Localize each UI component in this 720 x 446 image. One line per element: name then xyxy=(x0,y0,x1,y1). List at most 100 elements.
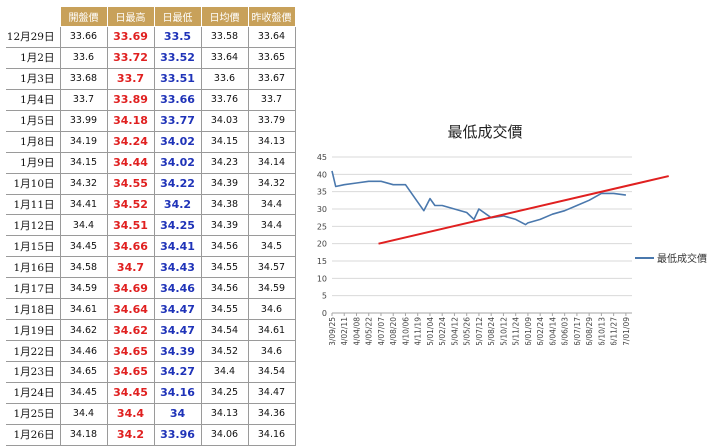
cell-prev-close: 34.13 xyxy=(247,130,296,153)
cell-prev-close: 34.5 xyxy=(247,235,296,258)
table-row: 1月5日 33.99 34.18 33.77 34.03 33.79 xyxy=(6,109,296,132)
table-row: 1月16日 34.58 34.7 34.43 34.55 34.57 xyxy=(6,256,296,279)
cell-avg: 34.56 xyxy=(200,277,249,300)
cell-avg: 34.56 xyxy=(200,235,249,258)
x-tick-label: 107/01/09 xyxy=(622,317,631,345)
cell-avg: 34.06 xyxy=(200,423,249,446)
cell-avg: 34.03 xyxy=(200,109,249,132)
x-tick-label: 105/04/12 xyxy=(450,317,459,345)
cell-prev-close: 33.7 xyxy=(247,88,296,111)
cell-open: 34.45 xyxy=(59,235,108,258)
cell-low: 34.41 xyxy=(153,235,202,258)
cell-high: 34.55 xyxy=(106,172,155,195)
cell-open: 34.41 xyxy=(59,193,108,216)
cell-open: 33.68 xyxy=(59,67,108,90)
chart-series xyxy=(331,170,669,245)
cell-prev-close: 33.64 xyxy=(247,26,296,48)
cell-low: 34.47 xyxy=(153,298,202,321)
cell-low: 34.43 xyxy=(153,256,202,279)
table-row: 1月18日 34.61 34.64 34.47 34.55 34.6 xyxy=(6,298,296,321)
cell-avg: 34.52 xyxy=(200,340,249,362)
x-tick-label: 105/10/12 xyxy=(499,317,508,345)
cell-open: 34.62 xyxy=(59,319,108,342)
table-header-row: 開盤價 日最高 日最低 日均價 昨收盤價 xyxy=(6,6,296,27)
cell-high: 34.65 xyxy=(106,340,155,362)
y-tick-label: 15 xyxy=(317,257,327,266)
cell-low: 33.5 xyxy=(153,26,202,48)
cell-high: 34.51 xyxy=(106,214,155,237)
cell-date: 1月5日 xyxy=(6,110,61,132)
y-tick-label: 40 xyxy=(317,170,327,179)
x-tick-label: 106/06/03 xyxy=(561,317,570,345)
x-tick-label: 104/02/11 xyxy=(340,317,349,345)
y-tick-label: 35 xyxy=(317,188,327,197)
cell-date: 1月4日 xyxy=(6,89,61,111)
cell-date: 1月3日 xyxy=(6,68,61,90)
cell-date: 1月22日 xyxy=(6,340,61,362)
cell-open: 33.99 xyxy=(59,109,108,132)
cell-prev-close: 34.4 xyxy=(247,214,296,237)
cell-high: 34.62 xyxy=(106,319,155,342)
table-row: 1月11日 34.41 34.52 34.2 34.38 34.4 xyxy=(6,193,296,216)
cell-high: 34.45 xyxy=(106,381,155,404)
cell-low: 34.2 xyxy=(153,193,202,216)
cell-avg: 33.76 xyxy=(200,88,249,111)
cell-avg: 34.13 xyxy=(200,402,249,425)
table-row: 12月29日 33.66 33.69 33.5 33.58 33.64 xyxy=(6,26,296,48)
cell-date: 1月24日 xyxy=(6,382,61,404)
cell-open: 34.4 xyxy=(59,402,108,425)
header-low: 日最低 xyxy=(153,6,202,27)
table-row: 1月24日 34.45 34.45 34.16 34.25 34.47 xyxy=(6,381,296,404)
x-tick-label: 105/05/26 xyxy=(463,317,472,345)
cell-high: 33.69 xyxy=(106,26,155,48)
x-tick-label: 106/01/09 xyxy=(524,317,533,345)
x-tick-label: 106/10/13 xyxy=(597,317,606,345)
chart-title: 最低成交價 xyxy=(447,123,522,141)
y-tick-label: 5 xyxy=(322,292,327,301)
cell-high: 34.69 xyxy=(106,277,155,300)
x-tick-label: 104/10/06 xyxy=(401,317,410,345)
header-open: 開盤價 xyxy=(59,6,108,27)
x-tick-label: 103/09/25 xyxy=(328,317,337,345)
cell-high: 34.7 xyxy=(106,256,155,279)
cell-avg: 34.4 xyxy=(200,361,249,383)
x-tick-label: 106/04/14 xyxy=(548,317,557,345)
cell-high: 33.7 xyxy=(106,67,155,90)
cell-avg: 33.6 xyxy=(200,67,249,90)
cell-low: 34.22 xyxy=(153,172,202,195)
table-row: 1月22日 34.46 34.65 34.39 34.52 34.6 xyxy=(6,340,296,362)
cell-open: 33.6 xyxy=(59,46,108,69)
cell-prev-close: 34.61 xyxy=(247,319,296,342)
cell-low: 33.66 xyxy=(153,88,202,111)
x-tick-label: 106/08/29 xyxy=(585,317,594,345)
cell-prev-close: 33.65 xyxy=(247,46,296,69)
cell-avg: 34.23 xyxy=(200,151,249,174)
cell-open: 34.19 xyxy=(59,130,108,153)
cell-low: 34 xyxy=(153,402,202,425)
cell-high: 34.65 xyxy=(106,361,155,383)
table-row: 1月2日 33.6 33.72 33.52 33.64 33.65 xyxy=(6,46,296,69)
cell-date: 1月10日 xyxy=(6,173,61,195)
cell-open: 33.66 xyxy=(59,26,108,48)
trend-line xyxy=(378,175,669,245)
x-tick-label: 106/07/17 xyxy=(573,317,582,345)
cell-avg: 34.54 xyxy=(200,319,249,342)
cell-open: 33.7 xyxy=(59,88,108,111)
line-chart: 最低成交價 0 5 10 15 20 25 30 35 40 45 103/09/25 104/02/… xyxy=(317,123,707,345)
table-row: 1月12日 34.4 34.51 34.25 34.39 34.4 xyxy=(6,214,296,237)
cell-avg: 34.39 xyxy=(200,172,249,195)
table-row: 1月23日 34.65 34.65 34.27 34.4 34.54 xyxy=(6,361,296,383)
x-tick-label: 105/07/12 xyxy=(475,317,484,345)
cell-low: 33.51 xyxy=(153,67,202,90)
cell-low: 34.46 xyxy=(153,277,202,300)
cell-open: 34.61 xyxy=(59,298,108,321)
table-row: 1月4日 33.7 33.89 33.66 33.76 33.7 xyxy=(6,88,296,111)
cell-low: 33.96 xyxy=(153,423,202,446)
cell-date: 1月18日 xyxy=(6,298,61,321)
cell-low: 33.52 xyxy=(153,46,202,69)
cell-high: 34.44 xyxy=(106,151,155,174)
cell-low: 34.39 xyxy=(153,340,202,362)
table-row: 1月26日 34.18 34.2 33.96 34.06 34.16 xyxy=(6,423,296,446)
cell-date: 1月9日 xyxy=(6,152,61,174)
x-tick-label: 105/08/24 xyxy=(487,317,496,345)
